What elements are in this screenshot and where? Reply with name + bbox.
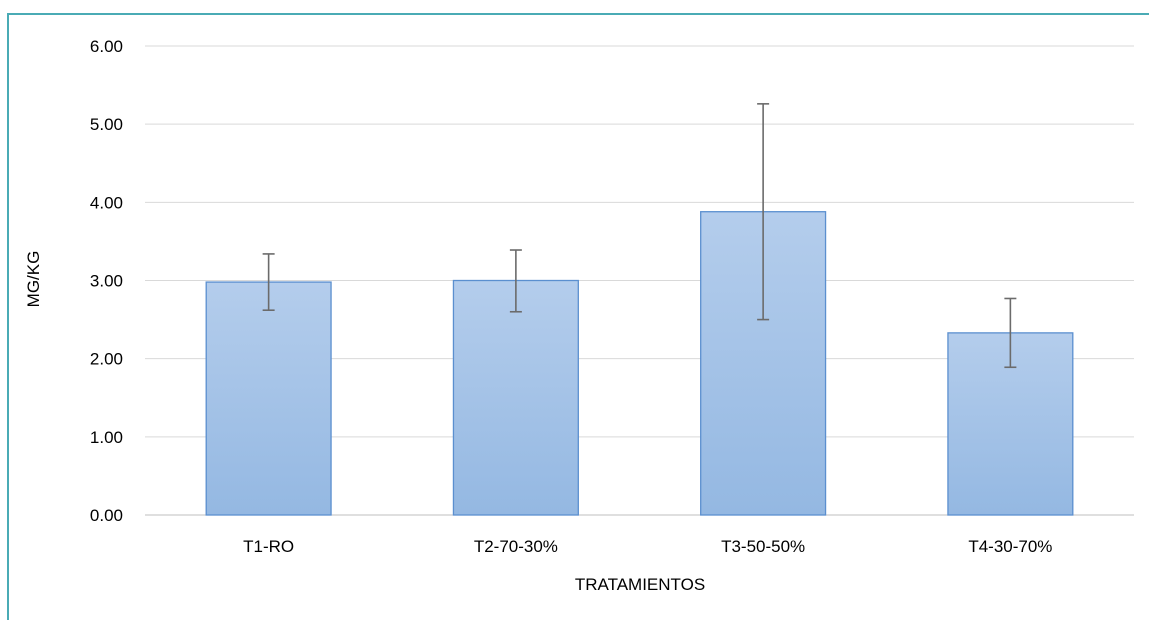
x-tick-label: T3-50-50% <box>721 537 805 556</box>
bar <box>452 279 579 516</box>
error-bar <box>262 253 275 312</box>
error-bar <box>509 249 522 313</box>
x-tick-labels: T1-RO T2-70-30% T3-50-50% T4-30-70% <box>243 537 1052 556</box>
x-axis-title: TRATAMIENTOS <box>575 575 705 594</box>
y-axis-title: MG/KG <box>24 251 43 308</box>
y-tick-label: 2.00 <box>90 350 123 369</box>
x-tick-label: T1-RO <box>243 537 294 556</box>
chart-border <box>7 13 1149 620</box>
x-tick-label: T2-70-30% <box>474 537 558 556</box>
y-tick-label: 6.00 <box>90 37 123 56</box>
error-bars <box>262 103 1017 369</box>
bars <box>205 211 1074 516</box>
y-tick-label: 5.00 <box>90 115 123 134</box>
y-tick-label: 1.00 <box>90 428 123 447</box>
y-tick-labels: 0.00 1.00 2.00 3.00 4.00 5.00 6.00 <box>90 37 123 525</box>
error-bar <box>757 103 770 321</box>
error-bar <box>1004 297 1017 369</box>
bar <box>205 281 332 516</box>
y-tick-label: 3.00 <box>90 272 123 291</box>
x-tick-label: T4-30-70% <box>968 537 1052 556</box>
y-tick-label: 4.00 <box>90 193 123 212</box>
y-tick-label: 0.00 <box>90 506 123 525</box>
